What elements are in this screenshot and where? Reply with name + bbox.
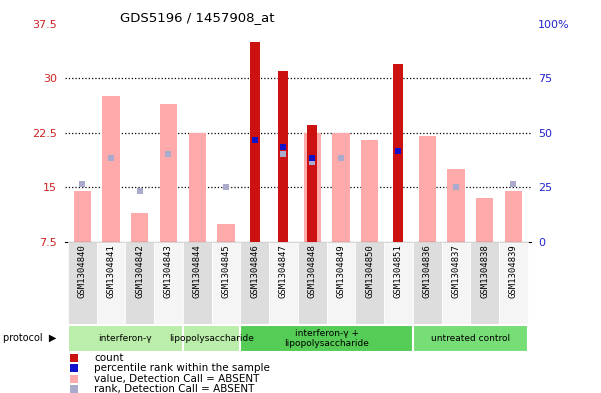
Bar [394, 64, 403, 242]
Text: interferon-γ: interferon-γ [99, 334, 152, 343]
Text: GSM1304848: GSM1304848 [308, 244, 317, 298]
Text: GSM1304840: GSM1304840 [78, 244, 87, 298]
Bar [269, 242, 298, 324]
Text: GDS5196 / 1457908_at: GDS5196 / 1457908_at [120, 11, 275, 24]
Bar [102, 96, 120, 242]
Bar [413, 325, 528, 352]
Bar [355, 242, 384, 324]
Text: GSM1304844: GSM1304844 [193, 244, 202, 298]
Text: count: count [94, 353, 123, 363]
Bar [183, 242, 212, 324]
Bar [332, 132, 350, 242]
Bar [73, 191, 91, 242]
Text: GSM1304843: GSM1304843 [164, 244, 173, 298]
Bar [218, 224, 234, 242]
Bar [361, 140, 378, 242]
Text: GSM1304849: GSM1304849 [337, 244, 346, 298]
Bar [68, 325, 183, 352]
Text: GSM1304850: GSM1304850 [365, 244, 374, 298]
Bar [131, 213, 148, 242]
Bar [160, 103, 177, 242]
Text: GSM1304838: GSM1304838 [480, 244, 489, 298]
Bar [418, 136, 436, 242]
Text: lipopolysaccharide: lipopolysaccharide [169, 334, 254, 343]
Text: GSM1304836: GSM1304836 [423, 244, 432, 298]
Text: GSM1304845: GSM1304845 [221, 244, 230, 298]
Bar [326, 242, 355, 324]
Bar [68, 242, 97, 324]
Bar [442, 242, 471, 324]
Bar [183, 325, 240, 352]
Bar [307, 125, 317, 242]
Bar [471, 242, 499, 324]
Text: protocol  ▶: protocol ▶ [3, 333, 56, 343]
Bar [189, 132, 206, 242]
Text: rank, Detection Call = ABSENT: rank, Detection Call = ABSENT [94, 384, 254, 393]
Bar [447, 169, 465, 242]
Bar [125, 242, 154, 324]
Bar [476, 198, 493, 242]
Bar [278, 71, 288, 242]
Text: GSM1304842: GSM1304842 [135, 244, 144, 298]
Bar [240, 242, 269, 324]
Text: interferon-γ +
lipopolysaccharide: interferon-γ + lipopolysaccharide [284, 329, 369, 348]
Bar [505, 191, 522, 242]
Text: GSM1304847: GSM1304847 [279, 244, 288, 298]
Bar [249, 42, 260, 242]
Text: GSM1304846: GSM1304846 [250, 244, 259, 298]
Bar [304, 132, 321, 242]
Bar [240, 325, 413, 352]
Text: value, Detection Call = ABSENT: value, Detection Call = ABSENT [94, 374, 260, 384]
Bar [384, 242, 413, 324]
Bar [298, 242, 326, 324]
Bar [499, 242, 528, 324]
Text: GSM1304851: GSM1304851 [394, 244, 403, 298]
Text: GSM1304841: GSM1304841 [106, 244, 115, 298]
Bar [212, 242, 240, 324]
Bar [154, 242, 183, 324]
Bar [413, 242, 442, 324]
Text: GSM1304839: GSM1304839 [509, 244, 518, 298]
Text: percentile rank within the sample: percentile rank within the sample [94, 364, 270, 373]
Bar [97, 242, 125, 324]
Text: GSM1304837: GSM1304837 [451, 244, 460, 298]
Text: untreated control: untreated control [431, 334, 510, 343]
